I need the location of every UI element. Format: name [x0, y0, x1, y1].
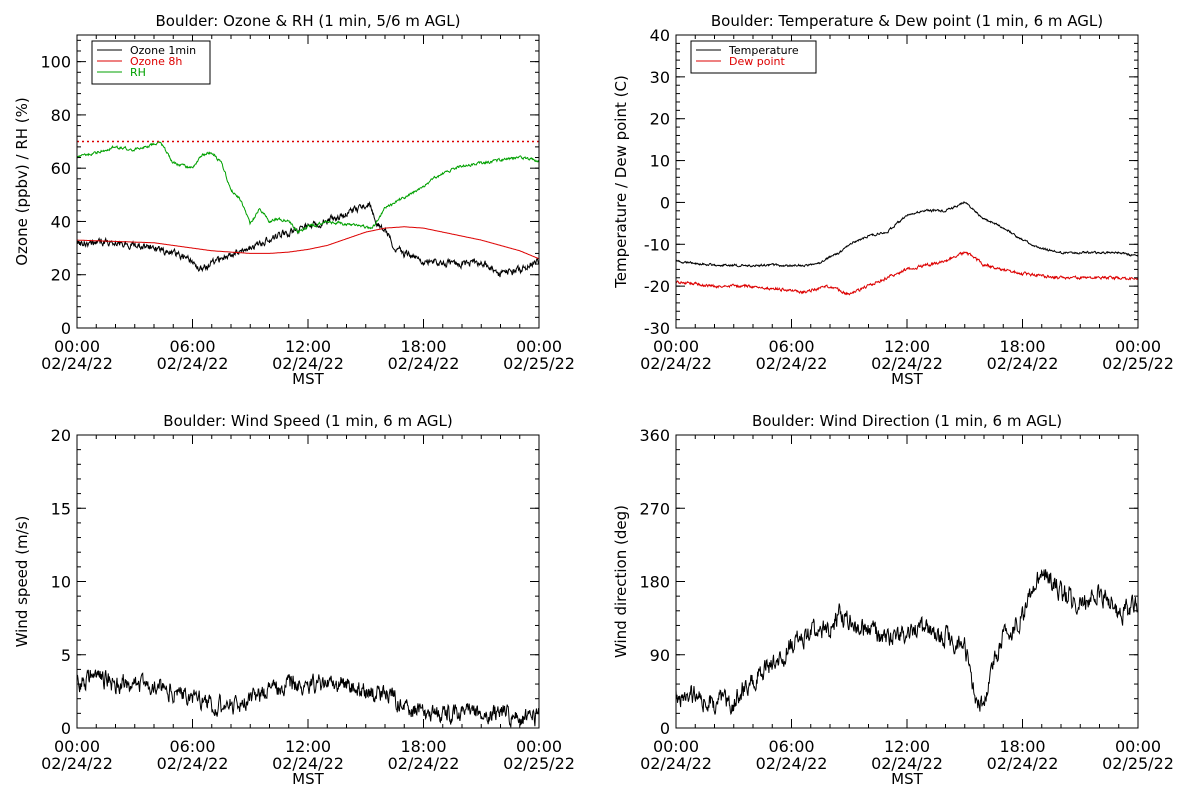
- chart-0-ylabel: Ozone (ppbv) / RH (%): [13, 97, 31, 266]
- chart-0-series-1-line: [77, 226, 539, 260]
- chart-3-xtick-date-0: 02/24/22: [640, 754, 712, 773]
- chart-3-xtick-time-4: 00:00: [1115, 737, 1161, 756]
- chart-0-ytick-label-5: 100: [40, 53, 71, 72]
- chart-3-xtick-time-0: 00:00: [653, 737, 699, 756]
- chart-2-ytick-label-3: 15: [51, 499, 71, 518]
- chart-1-xtick-time-1: 06:00: [768, 337, 814, 356]
- chart-0-ytick-label-4: 80: [51, 106, 71, 125]
- chart-0-xtick-date-4: 02/25/22: [503, 354, 575, 373]
- chart-0-series-0-line: [77, 200, 539, 278]
- chart-2-xtick-time-2: 12:00: [285, 737, 331, 756]
- chart-1-ytick-label-6: 30: [650, 68, 670, 87]
- chart-0-xtick-date-3: 02/24/22: [388, 354, 460, 373]
- temperature-dewpoint-chart: Boulder: Temperature & Dew point (1 min,…: [612, 12, 1174, 388]
- chart-1-xtick-date-2: 02/24/22: [871, 354, 943, 373]
- ozone-rh-chart: Boulder: Ozone & RH (1 min, 5/6 m AGL)02…: [13, 12, 575, 388]
- chart-1-series-0-line: [676, 200, 1138, 268]
- chart-1-title: Boulder: Temperature & Dew point (1 min,…: [711, 12, 1103, 30]
- chart-1-legend-label-1: Dew point: [729, 55, 785, 68]
- chart-3-xtick-time-2: 12:00: [884, 737, 930, 756]
- chart-1-xtick-date-1: 02/24/22: [756, 354, 828, 373]
- chart-1-xtick-time-0: 00:00: [653, 337, 699, 356]
- chart-0-xlabel: MST: [292, 370, 324, 388]
- chart-0-legend-label-2: RH: [130, 66, 146, 79]
- chart-0-ytick-label-3: 60: [51, 159, 71, 178]
- chart-0-xtick-date-2: 02/24/22: [272, 354, 344, 373]
- chart-3-xtick-time-3: 18:00: [999, 737, 1045, 756]
- chart-0-ytick-label-0: 0: [61, 319, 71, 338]
- chart-2-xtick-time-1: 06:00: [169, 737, 215, 756]
- chart-2-xtick-time-0: 00:00: [54, 737, 100, 756]
- chart-2-series-0-line: [77, 669, 539, 728]
- chart-0-legend-label-1: Ozone 8h: [130, 55, 182, 68]
- chart-3-xtick-date-2: 02/24/22: [871, 754, 943, 773]
- chart-0-xtick-time-0: 00:00: [54, 337, 100, 356]
- chart-3-xtick-date-3: 02/24/22: [987, 754, 1059, 773]
- chart-3-ytick-label-2: 180: [639, 573, 670, 592]
- chart-2-ytick-label-1: 5: [61, 646, 71, 665]
- chart-1-xtick-time-3: 18:00: [999, 337, 1045, 356]
- chart-2-xtick-date-3: 02/24/22: [388, 754, 460, 773]
- chart-0-xtick-time-1: 06:00: [169, 337, 215, 356]
- chart-1-xtick-time-4: 00:00: [1115, 337, 1161, 356]
- chart-3-ytick-label-0: 0: [660, 719, 670, 738]
- chart-2-xlabel: MST: [292, 770, 324, 788]
- wind-speed-chart: Boulder: Wind Speed (1 min, 6 m AGL) 0 5 10…: [13, 412, 575, 788]
- chart-1-legend-label-0: Temperature: [728, 44, 799, 57]
- chart-2-ylabel: Wind speed (m/s): [13, 516, 31, 648]
- chart-2-xtick-date-1: 02/24/22: [157, 754, 229, 773]
- chart-0-ytick-label-1: 20: [51, 266, 71, 285]
- chart-3-ytick-label-3: 270: [639, 499, 670, 518]
- chart-3-series-0-line: [676, 568, 1138, 716]
- wind-direction-chart: Boulder: Wind Direction (1 min, 6 m AGL)…: [612, 412, 1174, 788]
- chart-1-legend-box: [690, 40, 817, 74]
- chart-3-xlabel: MST: [891, 770, 923, 788]
- chart-3-xtick-date-1: 02/24/22: [756, 754, 828, 773]
- chart-2-xtick-time-3: 18:00: [400, 737, 446, 756]
- chart-3-ytick-label-1: 90: [650, 646, 670, 665]
- chart-2-xtick-date-2: 02/24/22: [272, 754, 344, 773]
- chart-0-legend-box: [91, 40, 211, 85]
- chart-0-title: Boulder: Ozone & RH (1 min, 5/6 m AGL): [155, 12, 460, 30]
- chart-2-ytick-label-0: 0: [61, 719, 71, 738]
- chart-1-ytick-label-3: 0: [660, 193, 670, 212]
- chart-2-title: Boulder: Wind Speed (1 min, 6 m AGL): [163, 412, 452, 430]
- chart-1-series-1-line: [676, 251, 1138, 296]
- chart-1-ytick-label-5: 20: [650, 110, 670, 129]
- chart-0-xtick-date-1: 02/24/22: [157, 354, 229, 373]
- chart-2-ytick-label-2: 10: [51, 573, 71, 592]
- chart-1-ytick-label-2: -10: [644, 235, 670, 254]
- chart-0-legend-label-0: Ozone 1min: [130, 44, 196, 57]
- chart-1-plot-frame: [675, 34, 1139, 329]
- chart-3-title: Boulder: Wind Direction (1 min, 6 m AGL): [752, 412, 1062, 430]
- chart-1-xlabel: MST: [891, 370, 923, 388]
- chart-1-xtick-date-3: 02/24/22: [987, 354, 1059, 373]
- chart-3-xtick-date-4: 02/25/22: [1102, 754, 1174, 773]
- chart-1-ytick-label-7: 40: [650, 26, 670, 45]
- chart-0-series-2-line: [77, 140, 539, 234]
- chart-2-ytick-label-4: 20: [51, 426, 71, 445]
- chart-0-xtick-time-3: 18:00: [400, 337, 446, 356]
- chart-1-xtick-date-0: 02/24/22: [640, 354, 712, 373]
- chart-1-ytick-label-0: -30: [644, 319, 670, 338]
- chart-2-xtick-time-4: 00:00: [516, 737, 562, 756]
- chart-1-ytick-label-1: -20: [644, 277, 670, 296]
- chart-1-xtick-date-4: 02/25/22: [1102, 354, 1174, 373]
- chart-1-xtick-time-2: 12:00: [884, 337, 930, 356]
- chart-0-ytick-label-2: 40: [51, 212, 71, 231]
- chart-3-ytick-label-4: 360: [639, 426, 670, 445]
- chart-0-xtick-time-2: 12:00: [285, 337, 331, 356]
- chart-3-xtick-time-1: 06:00: [768, 737, 814, 756]
- chart-0-xtick-time-4: 00:00: [516, 337, 562, 356]
- chart-1-ytick-label-4: 10: [650, 152, 670, 171]
- chart-2-xtick-date-0: 02/24/22: [41, 754, 113, 773]
- chart-2-xtick-date-4: 02/25/22: [503, 754, 575, 773]
- chart-1-ylabel: Temperature / Dew point (C): [612, 75, 630, 289]
- chart-0-xtick-date-0: 02/24/22: [41, 354, 113, 373]
- chart-3-ylabel: Wind direction (deg): [612, 505, 630, 658]
